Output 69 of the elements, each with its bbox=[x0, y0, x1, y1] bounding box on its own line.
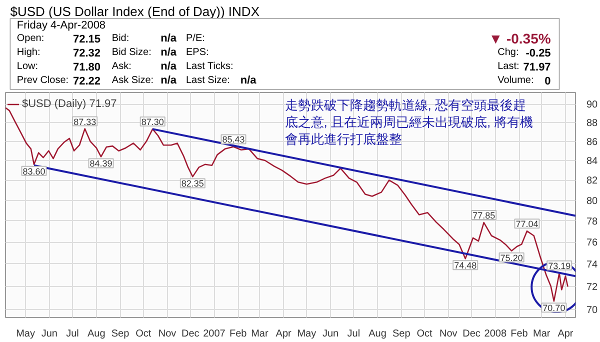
x-tick-label: Mar bbox=[251, 328, 269, 340]
annotation: 84.39 bbox=[90, 158, 112, 169]
text: P/E: bbox=[186, 33, 205, 44]
x-tick-label: Jul bbox=[66, 328, 79, 340]
text: ▼ -0.35% bbox=[488, 30, 552, 46]
y-tick-label: 70 bbox=[586, 304, 598, 316]
x-tick-label: Jun bbox=[41, 328, 58, 340]
x-tick-label: Jul bbox=[347, 328, 360, 340]
text: Last Size: n/a bbox=[186, 74, 258, 86]
x-tick-label: Oct bbox=[136, 328, 152, 340]
x-tick-label: Apr bbox=[558, 328, 574, 340]
x-tick-label: Aug bbox=[87, 328, 106, 340]
x-tick-label: Dec bbox=[462, 328, 480, 340]
x-tick-label: Oct bbox=[416, 328, 433, 340]
text: Bid: n/a bbox=[112, 32, 177, 44]
annotation: 走勢跌破下降趨勢軌道線, 恐有空頭最後趕 bbox=[284, 98, 526, 112]
text: Chg: -0.25 bbox=[498, 47, 551, 60]
text: Last: 71.97 bbox=[498, 61, 551, 74]
x-tick-label: May bbox=[16, 328, 35, 340]
annotation: 70.70 bbox=[542, 303, 566, 314]
text: Ask: n/a bbox=[112, 60, 177, 72]
x-tick-label: Feb bbox=[510, 328, 528, 340]
x-tick-label: Jun bbox=[322, 328, 339, 340]
y-tick-label: 80 bbox=[586, 196, 598, 207]
chart-title: $USD (US Dollar Index (End of Day)) INDX bbox=[10, 4, 260, 19]
x-tick-label: May bbox=[297, 328, 316, 340]
y-tick-label: 88 bbox=[586, 118, 598, 130]
x-tick-label: Sep bbox=[392, 328, 411, 340]
annotation: 87.33 bbox=[74, 116, 96, 127]
x-tick-label: 2008 bbox=[484, 328, 507, 340]
text: Volume: 0 bbox=[498, 75, 551, 88]
annotation: 77.04 bbox=[516, 219, 538, 230]
annotation: 87.30 bbox=[141, 117, 164, 128]
annotation: 82.35 bbox=[181, 178, 204, 189]
y-tick-label: 84 bbox=[586, 156, 598, 168]
text: Ask Size: n/a bbox=[112, 74, 178, 86]
x-tick-label: Aug bbox=[368, 328, 386, 340]
x-tick-label: Nov bbox=[440, 328, 458, 340]
text: Bid Size: n/a bbox=[112, 46, 178, 58]
annotation: 85.43 bbox=[222, 134, 245, 145]
y-tick-label: 76 bbox=[586, 238, 598, 249]
annotation: 75.20 bbox=[500, 252, 523, 263]
annotation: 77.85 bbox=[472, 210, 496, 221]
text: Last Ticks: bbox=[186, 61, 234, 72]
x-tick-label: 2007 bbox=[203, 328, 226, 340]
chart-subtitle: Friday 4-Apr-2008 bbox=[16, 20, 106, 32]
text: Low: 71.80 bbox=[16, 61, 101, 74]
y-tick-label: 82 bbox=[586, 176, 598, 187]
y-tick-label: 86 bbox=[586, 136, 598, 148]
annotation: 83.60 bbox=[22, 166, 46, 176]
annotation: 底之意, 且在近兩周已經未出現破底, 將有機 bbox=[284, 114, 534, 130]
annotation: 會再此進行打底盤整 bbox=[284, 132, 402, 146]
y-tick-label: 74 bbox=[586, 259, 598, 270]
y-tick-label: 90 bbox=[586, 100, 598, 111]
text: EPS: bbox=[186, 47, 209, 58]
text: High: 72.32 bbox=[16, 47, 101, 60]
text: Open: 72.15 bbox=[16, 33, 101, 46]
annotation: 73.19 bbox=[548, 260, 571, 271]
y-tick-label: 72 bbox=[586, 282, 598, 293]
x-tick-label: Dec bbox=[181, 328, 200, 340]
x-tick-label: Apr bbox=[276, 328, 292, 340]
x-tick-label: Nov bbox=[158, 328, 176, 340]
legend-label: $USD (Daily) 71.97 bbox=[22, 98, 117, 110]
y-tick-label: 78 bbox=[586, 216, 598, 228]
x-tick-label: Sep bbox=[111, 328, 130, 340]
annotation: 74.48 bbox=[454, 260, 477, 271]
text: Prev Close: 72.22 bbox=[16, 75, 101, 88]
x-tick-label: Feb bbox=[230, 328, 248, 340]
x-tick-label: Mar bbox=[532, 328, 551, 340]
